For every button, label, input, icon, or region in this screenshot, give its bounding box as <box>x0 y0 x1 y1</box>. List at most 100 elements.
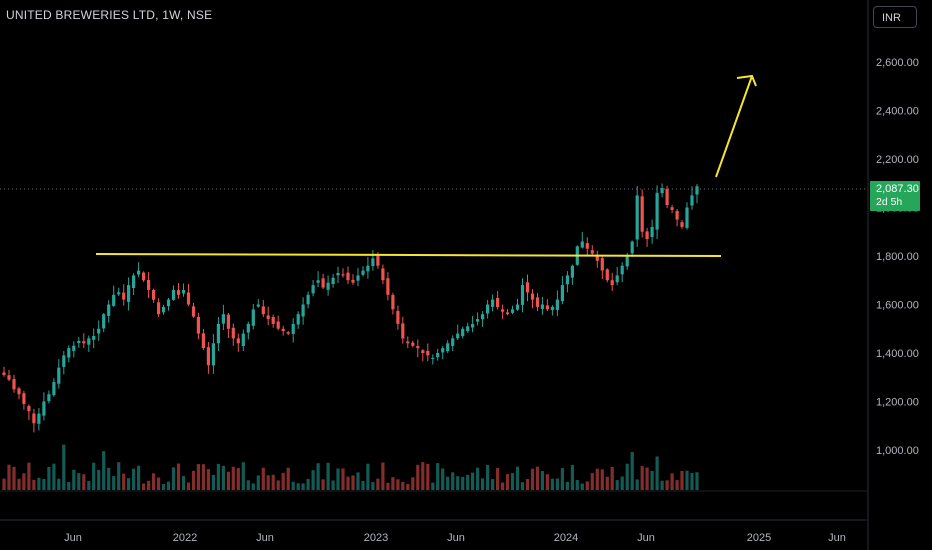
volume-bar <box>545 474 549 490</box>
volume-bar <box>102 451 106 490</box>
candle-body <box>311 285 315 294</box>
volume-bar <box>171 467 176 490</box>
volume-bar <box>306 478 310 490</box>
volume-bar <box>550 478 554 490</box>
volume-bar <box>555 478 559 490</box>
volume-bar <box>236 468 240 490</box>
volume-bar <box>446 476 450 490</box>
candle-body <box>421 350 425 353</box>
candle-body <box>67 348 71 358</box>
x-tick-label: Jun <box>64 532 82 544</box>
volume-bar <box>57 478 61 490</box>
candle-body <box>12 379 16 390</box>
candle-body <box>112 294 116 306</box>
volume-bar <box>137 465 141 490</box>
candle-body <box>426 350 430 356</box>
volume-bar <box>127 478 131 490</box>
candle-body <box>186 292 191 305</box>
candle-body <box>216 323 220 344</box>
volume-bar <box>520 482 525 490</box>
candle-body <box>346 272 350 281</box>
candle-body <box>550 306 554 311</box>
candle-body <box>87 338 91 345</box>
volume-bar <box>510 473 515 490</box>
candle-body <box>660 188 664 194</box>
volume-bar <box>615 480 619 490</box>
candle-body <box>600 258 604 271</box>
volume-bar <box>97 469 101 490</box>
volume-bar <box>635 479 639 490</box>
volume-bar <box>196 464 200 490</box>
volume-bar <box>326 462 330 490</box>
volume-bar <box>72 469 76 490</box>
candle-body <box>685 207 689 228</box>
candle-body <box>341 274 345 276</box>
y-tick-label: 1,600.00 <box>876 300 919 312</box>
volume-bar <box>147 480 151 490</box>
currency-button[interactable]: INR <box>873 6 917 28</box>
candle-body <box>221 314 225 324</box>
volume-bar <box>695 472 699 490</box>
volume-bar <box>565 481 569 490</box>
volume-bar <box>580 483 584 490</box>
volume-bar <box>2 478 6 490</box>
volume-bar <box>406 483 410 490</box>
volume-bar <box>396 479 400 490</box>
candle-body <box>7 375 11 380</box>
volume-bar <box>421 462 425 490</box>
candle-body <box>336 273 340 276</box>
volume-bar <box>186 482 191 490</box>
candle-body <box>545 305 549 310</box>
volume-bar <box>441 468 445 490</box>
y-tick-label: 2,400.00 <box>876 106 919 118</box>
candle-body <box>196 317 200 334</box>
candle-body <box>201 333 205 349</box>
candle-body <box>281 328 285 332</box>
candle-body <box>296 314 300 325</box>
volume-bar <box>27 462 31 490</box>
volume-bar <box>32 479 36 490</box>
candle-body <box>256 304 260 307</box>
volume-bar <box>595 468 599 490</box>
candle-body <box>456 333 460 339</box>
volume-bar <box>655 456 659 490</box>
volume-bar <box>625 463 629 490</box>
volume-bar <box>361 480 365 490</box>
volume-bar <box>491 479 495 490</box>
candle-body <box>590 250 594 254</box>
candle-body <box>2 372 6 375</box>
volume-bar <box>321 479 325 490</box>
volume-bar <box>431 482 435 490</box>
candle-body <box>261 306 265 315</box>
candle-body <box>585 243 589 249</box>
candle-body <box>416 346 420 349</box>
volume-bar <box>416 464 420 490</box>
x-tick-label: 2024 <box>554 532 578 544</box>
candle-body <box>530 293 535 300</box>
volume-bar <box>515 466 520 490</box>
volume-bar <box>181 476 186 490</box>
candle-body <box>72 345 76 351</box>
volume-bar <box>660 480 664 490</box>
candle-body <box>605 269 609 281</box>
volume-bar <box>600 469 604 490</box>
resistance-line <box>95 253 722 257</box>
volume-bar <box>77 473 81 490</box>
candle-body <box>226 314 230 329</box>
candle-body <box>266 315 270 320</box>
volume-bar <box>42 478 46 490</box>
volume-bar <box>122 473 126 490</box>
candle-body <box>635 195 639 240</box>
candle-body <box>406 341 410 344</box>
candle-body <box>675 210 679 220</box>
candle-body <box>565 275 569 285</box>
volume-bar <box>211 474 215 490</box>
volume-bar <box>117 462 121 490</box>
volume-bar <box>201 464 205 490</box>
volume-bar <box>142 483 146 490</box>
volume-bar <box>530 468 535 490</box>
candle-body <box>211 343 215 366</box>
candle-body <box>501 309 505 312</box>
candle-body <box>515 304 520 310</box>
